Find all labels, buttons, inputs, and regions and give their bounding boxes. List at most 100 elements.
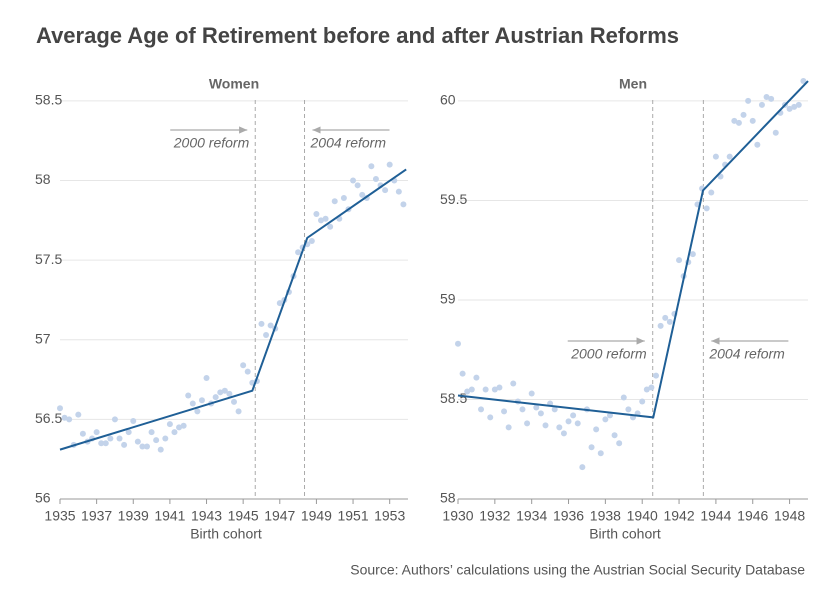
- data-point: [382, 187, 389, 194]
- data-point: [464, 388, 471, 395]
- data-point: [134, 438, 141, 445]
- y-tick-label: 58: [35, 171, 51, 187]
- data-point: [116, 435, 123, 442]
- data-point: [579, 464, 586, 471]
- x-axis-label: Birth cohort: [589, 526, 661, 542]
- data-point: [258, 320, 265, 327]
- data-point: [620, 394, 627, 401]
- data-point: [386, 161, 393, 168]
- panel-title: Men: [619, 76, 647, 92]
- data-point: [487, 414, 494, 421]
- x-tick-label: 1937: [81, 508, 112, 524]
- data-point: [455, 340, 461, 347]
- data-point: [588, 444, 595, 451]
- x-tick-label: 1935: [44, 508, 75, 524]
- data-point: [359, 191, 366, 198]
- data-point: [166, 421, 173, 428]
- trend-line: [59, 168, 407, 451]
- data-point: [676, 257, 683, 264]
- data-point: [505, 424, 512, 431]
- x-tick-label: 1946: [737, 508, 768, 524]
- y-tick-label: 60: [440, 92, 456, 108]
- y-tick-label: 58.5: [440, 390, 467, 406]
- y-tick-label: 57.5: [35, 251, 62, 267]
- data-point: [524, 420, 531, 427]
- data-point: [740, 111, 747, 118]
- data-point: [606, 412, 613, 419]
- data-point: [244, 368, 251, 375]
- data-point: [235, 408, 242, 415]
- data-point: [308, 238, 315, 245]
- data-point: [772, 129, 779, 136]
- data-point: [157, 446, 164, 453]
- data-point: [768, 95, 775, 102]
- data-point: [593, 426, 600, 433]
- data-point: [551, 406, 558, 413]
- data-point: [565, 418, 572, 425]
- data-point: [528, 390, 535, 397]
- data-point: [203, 374, 210, 381]
- data-point: [533, 404, 540, 411]
- data-point: [121, 441, 128, 448]
- x-tick-label: 1934: [516, 508, 547, 524]
- x-tick-label: 1930: [442, 508, 473, 524]
- figure-title: Average Age of Retirement before and aft…: [36, 23, 679, 48]
- data-point: [276, 300, 283, 307]
- x-tick-label: 1932: [479, 508, 510, 524]
- data-point: [468, 386, 475, 393]
- data-point: [574, 420, 581, 427]
- data-point: [217, 389, 224, 396]
- data-point: [395, 188, 402, 195]
- panel-title: Women: [209, 76, 259, 92]
- data-point: [400, 201, 407, 208]
- data-point: [786, 105, 793, 112]
- data-point: [185, 392, 192, 399]
- y-tick-label: 58.5: [35, 92, 62, 108]
- data-point: [726, 153, 733, 160]
- data-point: [754, 141, 761, 148]
- data-point: [372, 175, 379, 182]
- data-point: [212, 394, 219, 401]
- x-tick-label: 1942: [663, 508, 694, 524]
- data-point: [340, 195, 347, 202]
- data-point: [240, 362, 247, 369]
- reform-label: 2000 reform: [173, 135, 250, 151]
- data-point: [491, 386, 498, 393]
- x-tick-label: 1940: [627, 508, 658, 524]
- data-point: [66, 416, 73, 423]
- data-point: [267, 322, 274, 329]
- x-tick-label: 1947: [264, 508, 295, 524]
- data-point: [148, 429, 155, 436]
- data-point: [189, 400, 196, 407]
- x-tick-label: 1945: [228, 508, 259, 524]
- x-tick-label: 1941: [154, 508, 185, 524]
- data-point: [194, 408, 201, 415]
- y-tick-label: 56: [35, 490, 51, 506]
- data-point: [327, 223, 334, 230]
- data-point: [459, 370, 466, 377]
- x-tick-label: 1949: [301, 508, 332, 524]
- data-point: [111, 416, 118, 423]
- x-tick-label: 1943: [191, 508, 222, 524]
- y-tick-label: 59.5: [440, 191, 467, 207]
- x-tick-label: 1944: [700, 508, 731, 524]
- data-point: [368, 163, 375, 170]
- data-point: [176, 424, 183, 431]
- x-tick-label: 1938: [590, 508, 621, 524]
- data-point: [597, 450, 604, 457]
- data-point: [689, 251, 696, 258]
- reform-label: 2004 reform: [708, 346, 785, 362]
- data-point: [763, 93, 770, 100]
- data-point: [731, 117, 738, 124]
- data-point: [144, 443, 150, 450]
- data-point: [639, 398, 646, 405]
- data-point: [153, 437, 160, 444]
- data-point: [295, 249, 302, 256]
- data-point: [537, 410, 544, 417]
- data-point: [171, 429, 178, 436]
- x-tick-label: 1951: [337, 508, 368, 524]
- data-point: [102, 440, 109, 447]
- data-point: [795, 101, 802, 108]
- data-point: [648, 384, 655, 391]
- data-point: [611, 432, 618, 439]
